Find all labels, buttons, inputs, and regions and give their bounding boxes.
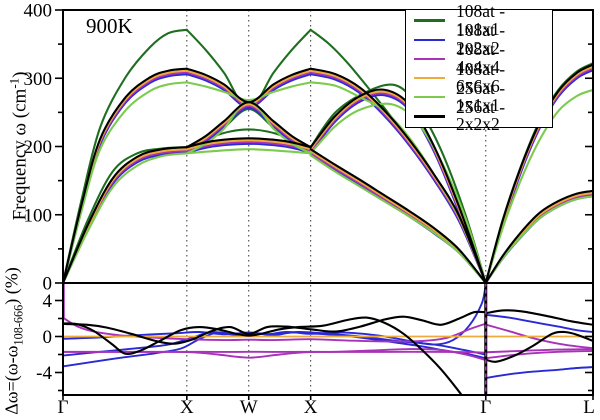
top-y-axis-label-close: ) [9, 71, 31, 78]
diff-108at-2x2x2-branch3 [63, 331, 487, 356]
branch-wx_cross_down [185, 73, 312, 109]
legend-label: 108at - 1x1x1 [456, 1, 506, 39]
branch-la_gx [63, 81, 188, 283]
branch-gl_ta [484, 193, 593, 283]
branch-gl_ta [484, 195, 593, 283]
legend-label: 108at - 2x2x2 [456, 20, 506, 58]
branch-wx_hump [185, 142, 312, 154]
y-tick-label: 0 [43, 274, 53, 295]
y-tick-label: 400 [24, 1, 53, 22]
legend-label: 256at - 2x2x2 [456, 96, 506, 135]
y-tick-label: 200 [24, 137, 53, 158]
diff-108at-4x4x4-branch3-G-L [485, 348, 593, 354]
y-tick-label: 300 [24, 69, 53, 90]
legend-label: 108at - 4x4x4 [456, 39, 506, 77]
series-256at-2x2x2 [63, 63, 593, 283]
branch-gl_ta [484, 191, 593, 283]
x-tick-label-X: X [304, 397, 318, 418]
branch-wx_cross_down [185, 81, 312, 102]
diff-256at-2x2x2-branch2-G-L [485, 309, 593, 326]
branch-wx_hump [185, 148, 312, 155]
branch-xg_ta [309, 148, 487, 283]
bottom-y-axis-label: Δω=(ω-ω108-666) (%) [2, 267, 27, 415]
branch-gl_ta [484, 195, 593, 283]
diff-256at-2x2x2-branch1 [63, 316, 463, 395]
branch-la_gx [63, 28, 188, 283]
branch-xg_la [309, 67, 487, 283]
branch-wx_hump [185, 137, 312, 149]
legend-item-108at-1x1x1: 108at - 1x1x1 [406, 2, 552, 37]
legend-swatch-line-icon [414, 115, 445, 118]
branch-la_gx [63, 73, 188, 283]
x-tick-label-Γ: Γ [58, 397, 69, 418]
legend-item-108at-6x6x6: 108at - 6x6x6 [406, 60, 552, 95]
legend-swatch-line-icon [414, 57, 445, 61]
diff-256at-2x2x2-branch1-G-L [485, 330, 593, 363]
legend-box: 108at - 1x1x1 108at - 2x2x2 108at - 4x4x… [405, 2, 553, 133]
diff-108at-2x2x2-branch1-G-L [485, 313, 593, 333]
y-tick-label: 4 [43, 291, 53, 312]
bottom-y-axis-label-close: ) (%) [1, 267, 22, 305]
legend-label: 108at - 6x6x6 [456, 58, 506, 97]
legend-label: 256at - 1x1x1 [456, 77, 506, 116]
legend-item-256at-2x2x2: 256at - 2x2x2 [406, 98, 552, 133]
x-tick-label-X: X [180, 397, 194, 418]
branch-wx_cross_down [185, 28, 312, 111]
y-tick-label: -4 [36, 363, 52, 384]
temperature-label: 900K [86, 14, 133, 38]
legend-swatch-line-icon [414, 96, 445, 99]
bottom-y-axis-label-subscript: 108-666 [11, 304, 26, 346]
branch-wx_hump [185, 141, 312, 152]
branch-ta_gx [63, 151, 188, 283]
diff-108at-4x4x4-branch1 [63, 317, 487, 343]
diff-108at-4x4x4-branch2-G-L [485, 349, 593, 360]
branch-xg_ta [309, 154, 487, 283]
diff-108at-4x4x4-branch3 [63, 350, 487, 354]
branch-ta_gx [63, 146, 188, 283]
branch-gl_ta [484, 189, 593, 283]
x-tick-label-W: W [240, 397, 258, 418]
branch-ta_gx [63, 152, 188, 283]
branch-xg_hump [309, 88, 487, 283]
y-tick-label: 100 [24, 205, 53, 226]
x-tick-label-Γ: Γ [480, 397, 491, 418]
diff-108at-2x2x2-branch2-G-L [485, 366, 593, 379]
x-tick-label-L: L [583, 397, 595, 418]
legend-item-108at-4x4x4: 108at - 4x4x4 [406, 41, 552, 76]
legend-swatch-line-icon [414, 76, 445, 80]
diff-108at-4x4x4-branch1-G-L [485, 323, 593, 350]
legend-swatch-line-icon [414, 38, 445, 41]
top-y-axis-label: Frequency ω (cm-1) [6, 72, 31, 221]
legend-item-108at-2x2x2: 108at - 2x2x2 [406, 21, 552, 56]
branch-la_gx [63, 67, 188, 283]
bottom-y-axis-label-text: Δω=(ω-ω [1, 345, 22, 415]
branch-wx_cross_down [185, 69, 312, 106]
top-y-axis-label-text: Frequency ω (cm [9, 88, 31, 221]
difference-curves [63, 283, 593, 395]
top-y-axis-label-exponent: -1 [6, 77, 22, 89]
y-tick-label: 0 [43, 327, 53, 348]
branch-gl_la [484, 88, 593, 283]
legend-item-256at-1x1x1: 256at - 1x1x1 [406, 79, 552, 114]
legend-swatch-line-icon [414, 19, 445, 22]
dispersion-curves [63, 28, 593, 283]
branch-gl_ta [484, 190, 593, 283]
branch-wx_cross_down [185, 71, 312, 107]
axis-ticks [55, 9, 594, 400]
diff-256at-2x2x2-branch2 [63, 310, 487, 345]
branch-wx_cross_down [185, 67, 312, 104]
